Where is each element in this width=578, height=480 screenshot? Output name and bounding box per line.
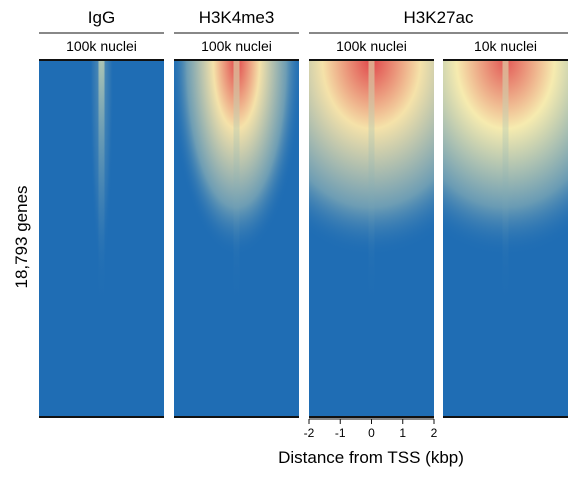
x-tick-label: 1 [399, 426, 406, 440]
heatmap-panel-1 [39, 59, 164, 418]
panel-subtitle-2: 100k nuclei [201, 38, 272, 54]
tss-streak [98, 60, 105, 310]
x-tick-label: -1 [335, 426, 346, 440]
y-axis-label: 18,793 genes [12, 185, 31, 288]
heatmap-panels [39, 59, 568, 418]
heatmap-panel-2 [174, 59, 299, 418]
heatmap-panel-3 [309, 59, 434, 418]
panel-subtitle-3: 100k nuclei [336, 38, 407, 54]
tss-streak [233, 60, 240, 310]
tss-streak [502, 60, 509, 310]
x-tick-label: -2 [304, 426, 315, 440]
group-title-1: IgG [88, 8, 115, 27]
x-axis-label: Distance from TSS (kbp) [278, 448, 464, 467]
panel-titles: IgG H3K4me3 H3K27ac 100k nuclei 100k nuclei 1… [39, 8, 568, 54]
x-tick-label: 0 [368, 426, 375, 440]
x-axis: -2 -1 0 1 2 [304, 418, 438, 440]
panel-subtitle-4: 10k nuclei [474, 38, 537, 54]
tss-streak [368, 60, 375, 310]
group-title-3: H3K27ac [404, 8, 474, 27]
group-title-2: H3K4me3 [199, 8, 275, 27]
panel-subtitle-1: 100k nuclei [66, 38, 137, 54]
x-tick-label: 2 [431, 426, 438, 440]
heatmap-panel-4 [443, 59, 568, 418]
